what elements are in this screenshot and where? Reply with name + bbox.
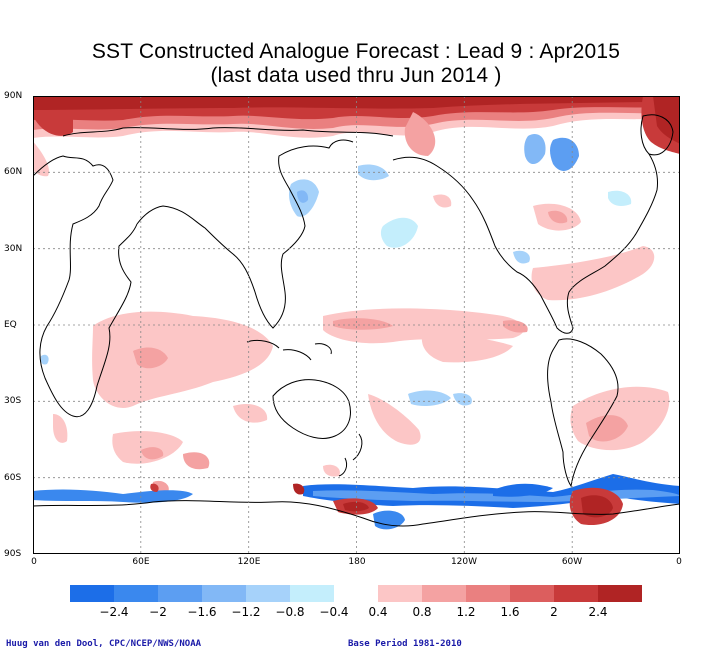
lon-label-60e: 60E	[132, 557, 150, 567]
legend-label-neg-0.8: −0.8	[275, 605, 305, 619]
lat-label-60s: 60S	[4, 473, 22, 483]
legend-swatch-neg-2.4	[70, 585, 114, 602]
legend-swatch-zero	[334, 585, 378, 602]
legend-swatch-neg-0.8	[246, 585, 290, 602]
lat-label-30n: 30N	[4, 244, 23, 254]
graticule	[33, 96, 680, 554]
legend-swatch-neg-0.4	[290, 585, 334, 602]
credit-author: Huug van den Dool, CPC/NCEP/NWS/NOAA	[6, 639, 202, 649]
lat-label-eq: EQ	[4, 320, 17, 330]
legend-label-pos-0.8: 0.8	[412, 605, 432, 619]
legend-swatch-pos-1.2	[466, 585, 510, 602]
legend-swatch-neg-1.2	[202, 585, 246, 602]
legend-swatch-pos-0.8	[422, 585, 466, 602]
legend-label-pos-2.4: 2.4	[588, 605, 608, 619]
lat-label-60n: 60N	[4, 167, 23, 177]
legend-swatch-pos-1.6	[510, 585, 554, 602]
coastlines	[33, 114, 680, 527]
southern-ocean-anomalies	[33, 474, 680, 530]
map-title-line1: SST Constructed Analogue Forecast : Lead…	[91, 40, 621, 63]
legend-label-neg-2: −2	[149, 605, 167, 619]
lat-label-30s: 30S	[4, 396, 22, 406]
color-scale-legend	[70, 585, 642, 602]
lon-label-120w: 120W	[450, 557, 478, 567]
legend-label-pos-0.4: 0.4	[368, 605, 388, 619]
legend-label-neg-2.4: −2.4	[99, 605, 129, 619]
legend-label-neg-0.4: −0.4	[319, 605, 349, 619]
legend-swatch-pos-2	[554, 585, 598, 602]
legend-label-pos-1.2: 1.2	[456, 605, 476, 619]
legend-swatch-neg-1.6	[158, 585, 202, 602]
lon-label-0-east: 0	[676, 557, 682, 567]
legend-label-pos-2: 2	[550, 605, 558, 619]
legend-swatch-pos-2.4	[598, 585, 642, 602]
lat-label-90s: 90S	[4, 549, 22, 559]
map-title-line2: (last data used thru Jun 2014 )	[210, 64, 502, 87]
legend-label-neg-1.6: −1.6	[187, 605, 217, 619]
legend-swatch-pos-0.4	[378, 585, 422, 602]
legend-swatch-neg-2	[114, 585, 158, 602]
warm-anomaly-patches	[53, 112, 670, 495]
cold-anomaly-patches	[40, 134, 632, 406]
map-frame	[33, 96, 680, 554]
lon-label-60w: 60W	[561, 557, 583, 567]
legend-label-neg-1.2: −1.2	[231, 605, 261, 619]
lon-label-120e: 120E	[237, 557, 261, 567]
credit-base-period: Base Period 1981-2010	[348, 639, 462, 649]
lon-label-180: 180	[348, 557, 366, 567]
lon-label-0-west: 0	[31, 557, 37, 567]
lat-label-90n: 90N	[4, 91, 23, 101]
legend-label-pos-1.6: 1.6	[500, 605, 520, 619]
sst-anomaly-map	[33, 96, 680, 554]
